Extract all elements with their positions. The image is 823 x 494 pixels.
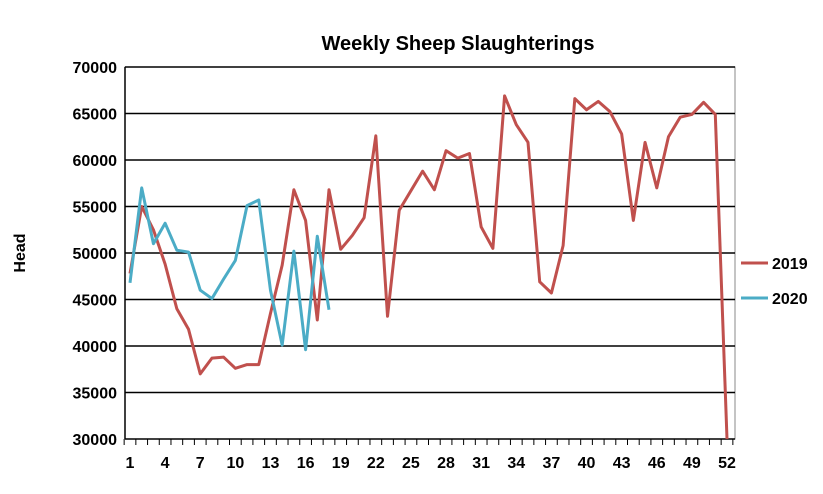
x-tick-label: 4 [161, 455, 170, 472]
x-tick-label: 25 [402, 455, 420, 472]
x-tick-label: 52 [718, 455, 736, 472]
series-line-2020 [130, 188, 329, 350]
x-tick-label: 34 [507, 455, 525, 472]
x-tick-label: 31 [472, 455, 490, 472]
y-axis-label: Head [12, 233, 29, 272]
x-tick-label: 1 [126, 455, 135, 472]
y-tick-label: 40000 [73, 339, 118, 356]
x-tick-label: 28 [437, 455, 455, 472]
legend-label-2019: 2019 [772, 256, 808, 273]
chart-title: Weekly Sheep Slaughterings [321, 33, 594, 55]
series-line-2019 [130, 96, 727, 439]
x-tick-label: 43 [613, 455, 631, 472]
x-tick-label: 22 [367, 455, 385, 472]
y-tick-label: 35000 [73, 386, 118, 403]
y-tick-label: 55000 [73, 200, 118, 217]
x-tick-label: 46 [648, 455, 666, 472]
y-tick-label: 60000 [73, 153, 118, 170]
x-tick-label: 19 [332, 455, 350, 472]
x-tick-label: 7 [196, 455, 205, 472]
x-tick-label: 10 [226, 455, 244, 472]
x-tick-label: 37 [543, 455, 561, 472]
y-tick-label: 50000 [73, 246, 118, 263]
x-tick-label: 13 [262, 455, 280, 472]
x-tick-label: 49 [683, 455, 701, 472]
x-tick-label: 16 [297, 455, 315, 472]
y-tick-label: 70000 [73, 60, 118, 77]
y-tick-label: 30000 [73, 432, 118, 449]
y-tick-label: 65000 [73, 107, 118, 124]
x-tick-label: 40 [578, 455, 596, 472]
y-tick-label: 45000 [73, 293, 118, 310]
legend-label-2020: 2020 [772, 291, 808, 308]
